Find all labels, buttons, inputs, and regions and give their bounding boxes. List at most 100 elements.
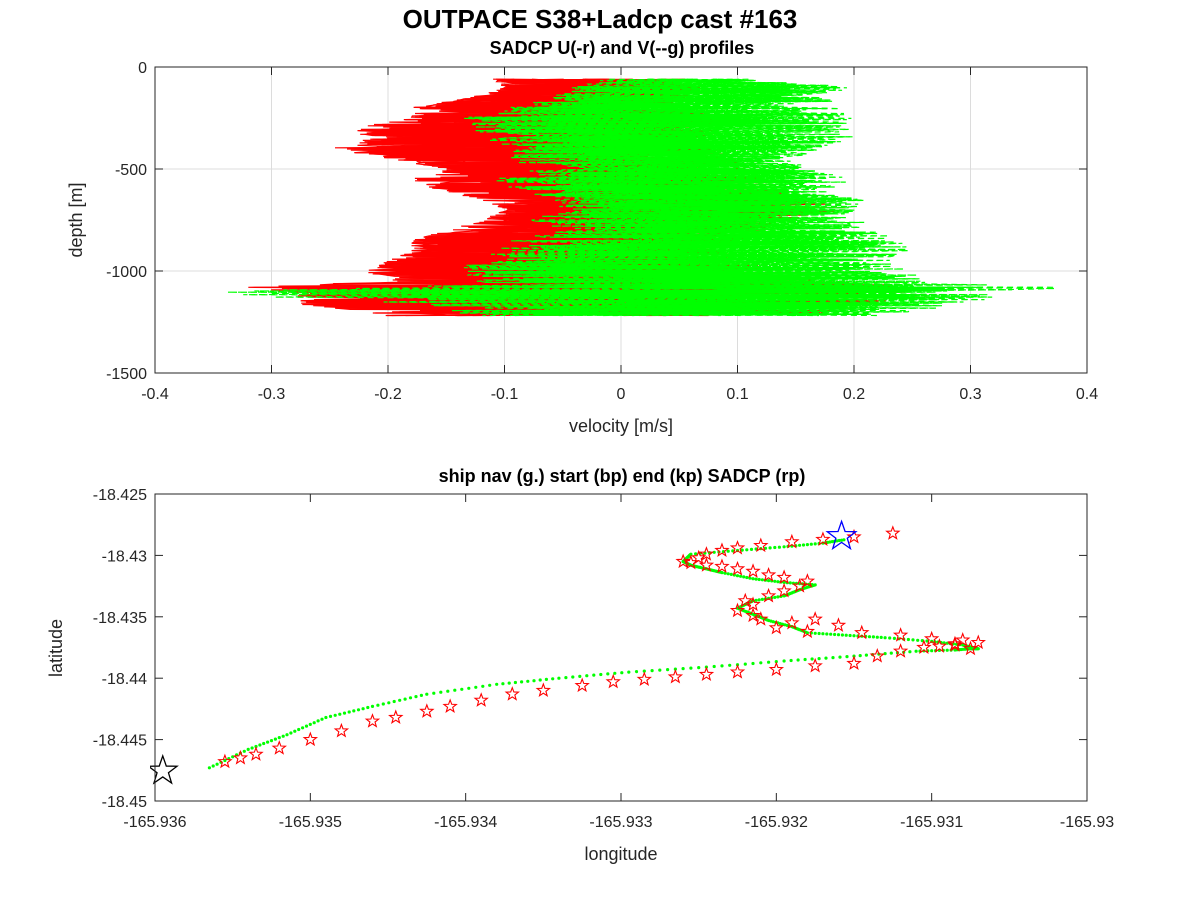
sadcp-point	[217, 753, 233, 769]
nav-track-point	[439, 690, 443, 694]
nav-track-point	[810, 657, 814, 661]
nav-track-point	[501, 682, 505, 686]
nav-track-point	[578, 674, 582, 679]
nav-track-point	[728, 663, 732, 667]
sadcp-point	[605, 673, 621, 689]
profile-x-tick-label: 0	[617, 386, 626, 403]
nav-track-point	[425, 692, 429, 696]
nav-track-point	[658, 668, 662, 672]
nav-track-point	[840, 633, 845, 637]
sadcp-point	[768, 661, 785, 677]
nav-track-point	[831, 656, 835, 660]
sadcp-point	[729, 539, 746, 555]
nav-track-point	[666, 668, 670, 672]
nav-track-point	[613, 671, 617, 675]
nav-track-point	[694, 552, 698, 556]
nav-track-point	[392, 699, 396, 704]
nav-track-point	[571, 675, 575, 679]
nav-track-point	[289, 731, 293, 735]
nav-track-point	[520, 680, 524, 684]
nav-track-point	[689, 552, 693, 556]
nav-track-point	[532, 679, 536, 683]
sadcp-point	[947, 636, 963, 652]
nav-track-point	[266, 740, 270, 744]
nav-track-point	[745, 548, 749, 552]
nav-x-axis-label: longitude	[584, 844, 657, 864]
nav-track-point	[809, 542, 813, 546]
nav-track-point	[817, 657, 821, 661]
nav-track-point	[825, 632, 829, 636]
profile-x-tick-label: 0.4	[1076, 386, 1098, 403]
nav-track-point	[381, 702, 385, 706]
nav-track-point	[242, 749, 246, 753]
nav-track-point	[801, 543, 806, 547]
nav-track-point	[757, 577, 761, 582]
nav-track-point	[813, 542, 817, 546]
sadcp-point	[698, 666, 715, 682]
nav-track-point	[798, 543, 802, 547]
profile-chart-title: SADCP U(-r) and V(--g) profiles	[490, 38, 755, 58]
nav-y-tick-label: -18.425	[93, 487, 147, 504]
nav-track-point	[837, 538, 841, 543]
sadcp-point	[729, 560, 746, 576]
nav-track-point	[889, 651, 893, 655]
sadcp-point	[729, 602, 746, 618]
nav-track-point	[211, 764, 215, 768]
nav-track-point	[712, 664, 716, 669]
nav-track-point	[740, 548, 744, 552]
nav-track-point	[908, 650, 912, 654]
profile-x-tick-label: 0.3	[959, 386, 981, 403]
nav-track-point	[495, 682, 499, 686]
nav-track-point	[419, 693, 423, 698]
nav-track-point	[320, 717, 324, 721]
profile-x-tick-label: -0.4	[141, 386, 169, 403]
nav-track-point	[842, 538, 846, 542]
nav-data	[150, 519, 986, 785]
sadcp-point	[419, 703, 435, 718]
nav-track-point	[858, 654, 862, 658]
nav-track-point	[803, 657, 807, 662]
nav-track-point	[757, 598, 761, 602]
sadcp-point	[892, 627, 909, 642]
profile-x-tick-label: -0.1	[491, 386, 519, 403]
nav-y-axis-label: latitude	[46, 619, 66, 677]
nav-track-point	[824, 656, 828, 660]
nav-track-point	[338, 712, 342, 716]
nav-track-point	[585, 674, 589, 678]
sadcp-point	[442, 698, 458, 713]
sadcp-point	[714, 558, 730, 574]
nav-track-point	[634, 670, 639, 674]
profile-chart: SADCP U(-r) and V(--g) profiles -0.4 -0.3…	[66, 38, 1098, 436]
nav-track-point	[366, 705, 370, 710]
nav-track-point	[246, 747, 250, 752]
sadcp-point	[830, 617, 847, 632]
nav-track-point	[945, 648, 949, 652]
nav-y-tick-label: -18.435	[93, 610, 147, 627]
nav-track-point	[783, 623, 787, 627]
sadcp-point	[869, 648, 885, 663]
sadcp-point	[473, 692, 489, 707]
sadcp-point	[846, 655, 862, 671]
sadcp-point	[333, 722, 350, 738]
sadcp-point	[955, 632, 971, 647]
nav-track-point	[352, 709, 356, 713]
nav-track-point	[460, 687, 464, 691]
nav-track-point	[892, 636, 897, 641]
nav-track-point	[906, 637, 911, 642]
nav-track-point	[788, 581, 792, 585]
nav-track-point	[845, 655, 849, 659]
nav-track-point	[920, 639, 924, 643]
nav-track-point	[720, 664, 724, 668]
nav-track-point	[281, 734, 285, 738]
nav-x-tick-label: -165.933	[589, 814, 652, 831]
sadcp-point	[760, 566, 777, 582]
profile-series-v-line	[243, 78, 966, 317]
profile-x-tick-label: -0.3	[258, 386, 286, 403]
nav-track-point	[250, 746, 254, 750]
nav-track-point	[513, 680, 518, 685]
nav-y-ticks: -18.45 -18.445 -18.44 -18.435 -18.43 -18.425	[93, 487, 1087, 811]
nav-track-point	[347, 710, 351, 714]
nav-track-point	[207, 766, 211, 770]
nav-track-point	[821, 632, 825, 636]
nav-track-point	[474, 685, 478, 689]
